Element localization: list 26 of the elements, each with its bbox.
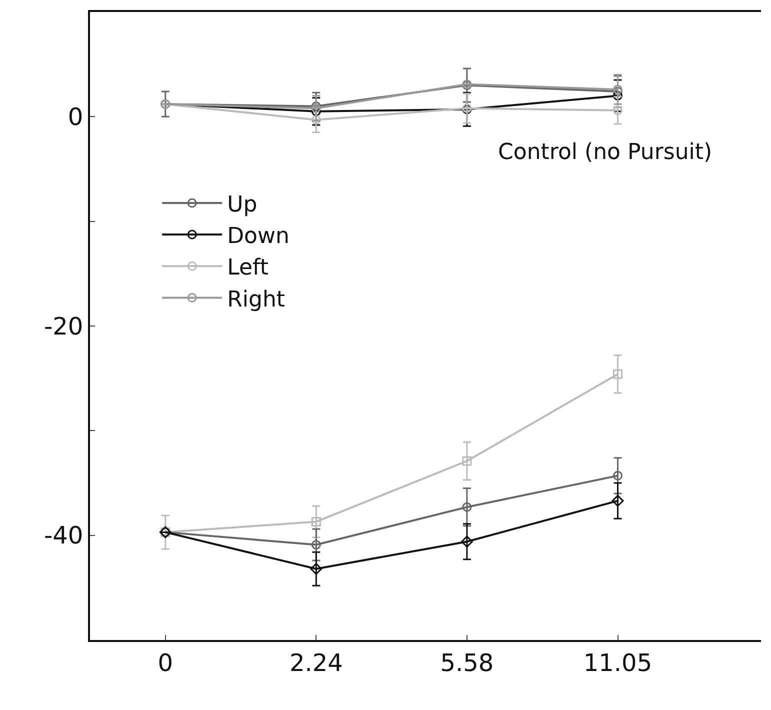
point	[613, 106, 622, 116]
point	[462, 502, 472, 512]
point	[311, 115, 321, 125]
legend-label: Down	[227, 224, 290, 250]
annotation: Control (no Pursuit)	[498, 140, 712, 165]
x-tick-label: 0	[158, 648, 174, 677]
legend-label: Right	[227, 287, 286, 312]
point	[462, 456, 472, 466]
y-tick-label: -40	[44, 522, 84, 550]
point	[613, 369, 622, 379]
point	[311, 516, 321, 526]
y-tick-label: 0	[68, 103, 84, 132]
point	[310, 562, 322, 575]
y-tick-label: -20	[44, 312, 84, 340]
legend-label: Left	[227, 256, 269, 281]
point	[612, 494, 624, 507]
x-tick-label: 2.24	[289, 648, 343, 677]
point	[613, 470, 622, 480]
point	[461, 536, 473, 548]
legend-label: Up	[227, 192, 258, 218]
x-tick-label: 11.05	[583, 648, 652, 677]
point	[311, 101, 321, 111]
point	[311, 540, 321, 550]
point	[613, 90, 622, 100]
point	[311, 104, 321, 114]
x-tick-label: 5.58	[440, 648, 494, 677]
